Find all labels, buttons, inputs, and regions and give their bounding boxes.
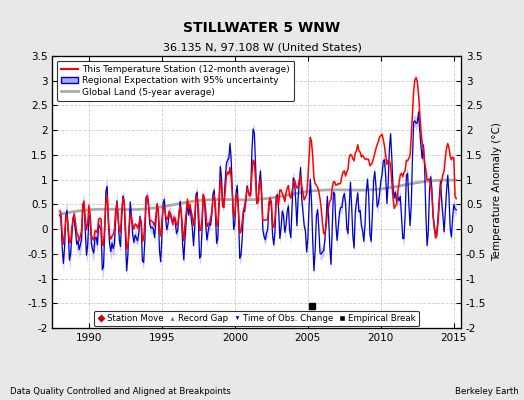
- Text: STILLWATER 5 WNW: STILLWATER 5 WNW: [183, 21, 341, 35]
- Text: Berkeley Earth: Berkeley Earth: [455, 387, 519, 396]
- Text: Data Quality Controlled and Aligned at Breakpoints: Data Quality Controlled and Aligned at B…: [10, 387, 231, 396]
- Legend: Station Move, Record Gap, Time of Obs. Change, Empirical Break: Station Move, Record Gap, Time of Obs. C…: [94, 310, 419, 326]
- Y-axis label: Temperature Anomaly (°C): Temperature Anomaly (°C): [492, 122, 502, 262]
- Text: 36.135 N, 97.108 W (United States): 36.135 N, 97.108 W (United States): [162, 43, 362, 53]
